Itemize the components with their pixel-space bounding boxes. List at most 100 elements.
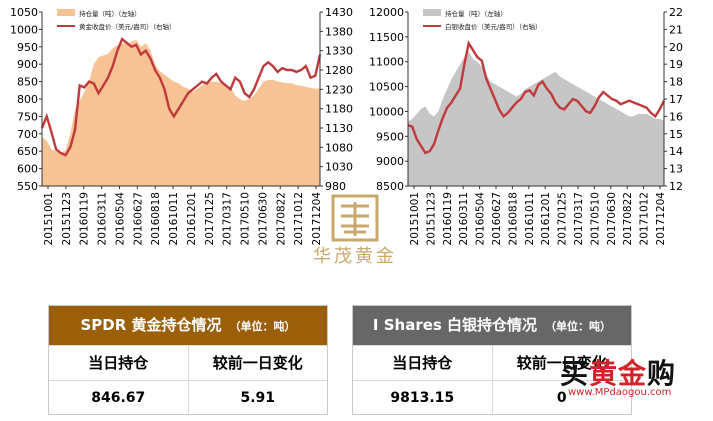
gold-chart-svg: 550 600 650 700 750 800 850 900 950 1000 1050 980 10… [10,6,353,246]
gold-right-tick-label: 1130 [325,122,353,135]
watermark-url: www.MPdaogou.com [568,387,672,398]
silver-x-tick-label: 20171012 [639,192,651,245]
silver-x-tick-label: 20170630 [606,192,618,245]
silver-col-change: 较前一日变化 [491,346,632,380]
silver-right-tick-label: 22 [669,6,683,19]
silver-left-tick-label: 10500 [369,81,404,94]
gold-x-tick-label: 20151123 [61,192,73,245]
gold-left-tick-label: 550 [17,180,38,193]
gold-x-tick-label: 20170630 [257,192,269,245]
silver-left-tick-label: 9000 [376,155,404,168]
gold-left-tick-label: 800 [17,93,38,106]
gold-x-tick-label: 20171204 [311,192,323,246]
gold-right-tick-label: 1280 [325,64,353,77]
gold-col-holdings: 当日持仓 [88,354,149,372]
silver-panel-header: I Shares 白银持仓情况 （单位：吨） [353,306,631,345]
gold-x-tick-label: 20151001 [43,192,55,245]
gold-holdings-value: 846.67 [91,390,146,406]
mpdaogou-watermark: 买黄金购 www.MPdaogou.com [560,352,710,402]
silver-panel-unit: （单位：吨） [545,320,612,333]
huamao-logo: 华茂黄金 [300,192,410,272]
silver-x-tick-label: 20170317 [573,192,585,245]
silver-legend-area-swatch [423,9,441,16]
gold-panel-value-row: 846.67 5.91 [49,380,327,415]
gold-holdings-chart: 550 600 650 700 750 800 850 900 950 1000 1050 980 10… [0,0,360,255]
gold-right-tick-label: 1380 [325,25,353,38]
silver-x-tick-label: 20151123 [425,192,437,245]
gold-price-line [40,37,322,157]
gold-left-tick-label: 850 [17,76,38,89]
silver-change-value: 0 [491,381,632,415]
silver-x-tick-label: 20170125 [557,192,569,245]
gold-left-tick-label: 600 [17,163,38,176]
gold-panel-unit: （单位：吨） [229,320,296,333]
silver-price-line [407,40,666,155]
gold-x-tick-label: 20160818 [150,192,162,245]
silver-chart-svg: 8500 9000 9500 10000 10500 11000 11500 12000 12 1… [369,6,683,246]
silver-x-tick-label: 20161011 [524,192,536,245]
gold-panel-header-row: 当日持仓 较前一日变化 [49,345,327,380]
silver-x-tick-label: 20170510 [589,192,601,245]
silver-right-tick-label: 18 [669,76,683,89]
gold-x-tick-label: 20170125 [204,192,216,245]
gold-left-tick-label: 700 [17,128,38,141]
silver-col-holdings: 当日持仓 [392,354,453,372]
gold-right-tick-label: 1180 [325,103,353,116]
gold-x-tick-label: 20170317 [222,192,234,245]
gold-x-tick-label: 20160627 [132,192,144,245]
silver-x-tick-label: 20160627 [491,192,503,245]
silver-x-tick-label: 20160818 [507,192,519,245]
gold-holdings-panel: SPDR 黄金持仓情况 （单位：吨） 当日持仓 较前一日变化 846.67 5.9… [48,305,328,415]
silver-right-tick-label: 15 [669,128,683,141]
gold-left-tick-label: 750 [17,110,38,123]
silver-left-tick-label: 10000 [369,105,404,118]
gold-left-tick-label: 1000 [10,23,38,36]
gold-panel-title: SPDR 黄金持仓情况 [80,316,222,334]
silver-panel-title: I Shares 白银持仓情况 [372,316,538,334]
watermark-a: 买 [560,357,590,390]
silver-x-tick-label: 20160119 [442,192,454,245]
logo-text: 华茂黄金 [313,246,397,267]
gold-change-value: 5.91 [187,381,328,415]
silver-legend-area-label: 持仓量（吨）（左轴） [445,9,507,18]
silver-holdings-value: 9813.15 [390,390,455,406]
gold-left-tick-label: 650 [17,145,38,158]
gold-left-tick-label: 950 [17,41,38,54]
silver-right-tick-label: 17 [669,93,683,106]
silver-left-tick-label: 11000 [369,56,404,69]
huamao-logo-icon [331,194,379,242]
gold-x-tick-label: 20170510 [240,192,252,245]
gold-right-tick-label: 980 [325,180,346,193]
silver-panel-value-row: 9813.15 0 [353,380,631,415]
silver-panel-header-row: 当日持仓 较前一日变化 [353,345,631,380]
gold-x-tick-label: 20160504 [114,192,126,246]
silver-x-tick-label: 20170822 [622,192,634,245]
silver-left-tick-label: 11500 [369,31,404,44]
silver-x-tick-label: 20160504 [475,192,487,246]
silver-x-tick-label: 20160311 [458,192,470,245]
gold-right-tick-label: 1330 [325,45,353,58]
gold-right-tick-label: 1030 [325,161,353,174]
gold-right-tick-label: 1080 [325,141,353,154]
silver-right-tick-label: 14 [669,145,683,158]
gold-panel-header: SPDR 黄金持仓情况 （单位：吨） [49,306,327,345]
watermark-c: 购 [647,357,677,390]
gold-col-change: 较前一日变化 [187,346,328,380]
silver-right-tick-label: 21 [669,23,683,36]
silver-holdings-panel: I Shares 白银持仓情况 （单位：吨） 当日持仓 较前一日变化 9813.1… [352,305,632,415]
gold-x-tick-label: 20171012 [293,192,305,245]
gold-x-tick-label: 20170822 [275,192,287,245]
gold-x-tick-label: 20160119 [79,192,91,245]
silver-holdings-chart: 8500 9000 9500 10000 10500 11000 11500 12000 12 1… [358,0,713,255]
silver-holdings-area [408,51,664,186]
gold-legend-line-label: 黄金收盘价（美元/盎司）（右轴） [79,22,175,31]
silver-right-tick-label: 16 [669,110,683,123]
watermark-logo-text: 买黄金购 [560,352,676,392]
silver-x-tick-label: 20171204 [655,192,667,246]
silver-right-tick-label: 13 [669,163,683,176]
silver-right-tick-label: 20 [669,41,683,54]
gold-legend-area-label: 持仓量（吨）（左轴） [79,9,141,18]
silver-left-tick-label: 12000 [369,6,404,19]
gold-x-tick-label: 20161011 [168,192,180,245]
gold-right-tick-label: 1430 [325,6,353,19]
